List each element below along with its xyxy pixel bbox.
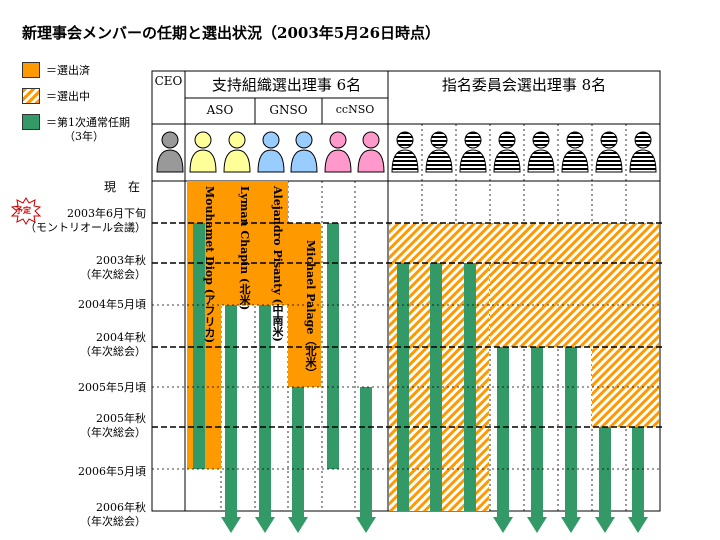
bar-pisanty [255, 181, 288, 305]
person-aso2-icon [223, 131, 251, 173]
person-ccnso1-icon [324, 131, 352, 173]
name-chapin: Lyman Chapin (北米) [238, 186, 251, 311]
timeline-2005-fall: 2005年秋 [96, 412, 146, 425]
green-aso2 [225, 305, 237, 517]
header-gnso: GNSO [269, 103, 308, 117]
header-ceo: CEO [154, 74, 183, 88]
timeline-2004-agm: （年次総会） [80, 345, 146, 358]
name-diop: Mouhamet Diop (アフリカ) [203, 186, 216, 344]
arrow-gnso2 [288, 517, 308, 533]
person-nom2-icon [425, 131, 453, 173]
green-nom5 [531, 347, 543, 517]
planned-badge-icon [10, 197, 42, 225]
legend-label-selected: ＝選出済 [46, 64, 90, 77]
green-nom8 [632, 427, 644, 517]
green-nom3 [464, 263, 476, 511]
green-gnso1 [259, 305, 271, 517]
person-nom3-icon [459, 131, 487, 173]
person-ceo-icon [156, 131, 184, 173]
person-gnso1-icon [257, 131, 285, 173]
timeline-now: 現 在 [103, 180, 140, 194]
arrow-nom8 [628, 517, 648, 533]
bar-chapin [221, 181, 255, 305]
green-nom4 [497, 347, 509, 517]
timeline-2006-fall: 2006年秋 [96, 501, 146, 514]
arrow-nom4 [493, 517, 513, 533]
timeline-2003-jun: 2003年6月下旬 [67, 207, 146, 220]
arrow-ccnso2 [356, 517, 376, 533]
header-nom-group: 指名委員会選出理事 8名 [441, 76, 607, 94]
legend-sub-label: （3年） [64, 130, 104, 143]
arrow-nom6 [561, 517, 581, 533]
green-nom2 [430, 263, 442, 511]
person-nom6-icon [561, 131, 589, 173]
green-ccnso2 [360, 387, 372, 517]
name-pisanty: Alejandro Pisanty (中南米) [271, 186, 284, 342]
legend-first-term: ＝第1次通常任期 [22, 114, 130, 132]
timeline-2003-fall: 2003年秋 [96, 254, 146, 267]
header-so-group: 支持組織選出理事 6名 [211, 76, 362, 94]
legend-swatch-green [22, 114, 40, 130]
green-nom7 [599, 427, 611, 517]
header-aso: ASO [206, 103, 234, 117]
green-nom6 [565, 347, 577, 517]
person-nom4-icon [493, 131, 521, 173]
nom-hatch-top [389, 223, 659, 263]
green-diop [193, 223, 205, 469]
arrow-nom7 [595, 517, 615, 533]
timeline-2003-agm: （年次総会） [80, 268, 146, 281]
green-term-bars [193, 223, 648, 533]
legend-label-selecting: ＝選出中 [46, 90, 90, 103]
timeline-2006-agm: （年次総会） [80, 515, 146, 528]
timeline-2005-may: 2005年5月頃 [78, 381, 146, 394]
arrow-gnso1 [255, 517, 275, 533]
time-lines [152, 222, 665, 428]
person-gnso2-icon [290, 131, 318, 173]
person-nom1-icon [391, 131, 419, 173]
person-nom8-icon [629, 131, 657, 173]
person-nom7-icon [595, 131, 623, 173]
page-title: 新理事会メンバーの任期と選出状況（2003年5月26日時点） [22, 24, 441, 42]
legend-selected: ＝選出済 [22, 62, 90, 80]
legend-selecting: ＝選出中 [22, 88, 90, 106]
name-palage: Michael Palage（北米） [304, 240, 317, 379]
timeline-2006-may: 2006年5月頃 [78, 465, 146, 478]
person-nom5-icon [527, 131, 555, 173]
green-gnso2 [292, 387, 304, 517]
green-ccnso1 [327, 223, 339, 469]
timeline-2005-agm: （年次総会） [80, 426, 146, 439]
person-aso1-icon [189, 131, 217, 173]
arrow-nom5 [527, 517, 547, 533]
person-figures [156, 131, 657, 173]
planned-badge-label: 予定 [15, 205, 31, 215]
person-ccnso2-icon [357, 131, 385, 173]
timeline-2004-fall: 2004年秋 [96, 331, 146, 344]
timeline-montreal: （モントリオール会議） [25, 221, 146, 234]
header-ccnso: ccNSO [335, 103, 375, 116]
timeline-2004-may: 2004年5月頃 [78, 298, 146, 311]
legend-label-first-term: ＝第1次通常任期 [46, 116, 130, 129]
arrow-aso2 [221, 517, 241, 533]
legend-swatch-orange [22, 62, 40, 78]
legend-swatch-hatch [22, 88, 40, 104]
